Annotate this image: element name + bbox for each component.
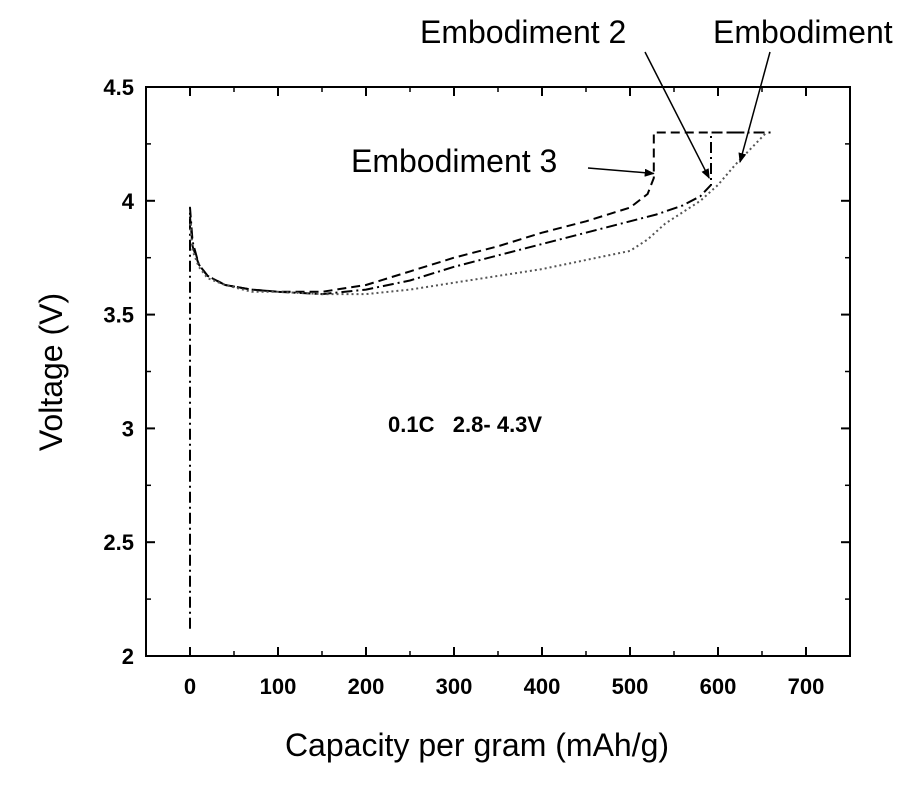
y-axis-label: Voltage (V) [33, 293, 69, 451]
x-tick-label-600: 600 [700, 674, 737, 699]
y-tick-label-4.5: 4.5 [103, 75, 134, 100]
x-tick-label-100: 100 [260, 674, 297, 699]
annotation-arrow-0 [645, 52, 709, 178]
condition-label: 0.1C 2.8- 4.3V [388, 412, 542, 438]
x-axis-label: Capacity per gram (mAh/g) [285, 727, 669, 763]
x-tick-label-0: 0 [184, 674, 196, 699]
y-tick-label-4: 4 [122, 189, 135, 214]
x-tick-label-200: 200 [348, 674, 385, 699]
annotation-arrow-2 [588, 168, 654, 173]
y-tick-label-2: 2 [122, 644, 134, 669]
y-tick-label-3: 3 [122, 416, 134, 441]
series-line-embodiment-2 [190, 133, 771, 629]
annotation-embodiment-2: Embodiment 2 [420, 14, 626, 51]
y-tick-label-2.5: 2.5 [103, 530, 134, 555]
annotation-arrows [588, 52, 770, 178]
series-lines [190, 133, 771, 629]
x-tick-label-700: 700 [788, 674, 825, 699]
y-tick-label-3.5: 3.5 [103, 303, 134, 328]
x-tick-label-500: 500 [612, 674, 649, 699]
x-tick-label-400: 400 [524, 674, 561, 699]
x-tick-label-300: 300 [436, 674, 473, 699]
annotation-embodiment: Embodiment [713, 14, 893, 51]
annotation-embodiment-3: Embodiment 3 [351, 143, 557, 180]
